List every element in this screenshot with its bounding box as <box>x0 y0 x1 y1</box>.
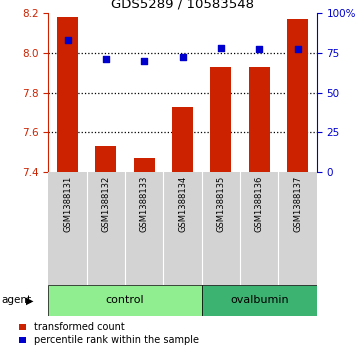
Bar <box>48 285 202 316</box>
Text: GSM1388133: GSM1388133 <box>140 176 149 232</box>
Point <box>103 56 109 62</box>
Bar <box>211 67 232 172</box>
Point <box>141 58 147 64</box>
Text: ▶: ▶ <box>26 295 34 305</box>
Point <box>65 37 71 43</box>
Text: control: control <box>106 295 144 305</box>
Point <box>295 46 300 52</box>
Point <box>256 46 262 52</box>
Text: GSM1388136: GSM1388136 <box>255 176 264 232</box>
Text: agent: agent <box>2 295 32 305</box>
Text: GSM1388137: GSM1388137 <box>293 176 302 232</box>
Bar <box>134 159 155 172</box>
Point <box>218 45 224 51</box>
Text: ovalbumin: ovalbumin <box>230 295 289 305</box>
Legend: transformed count, percentile rank within the sample: transformed count, percentile rank withi… <box>19 322 199 346</box>
Bar <box>202 285 317 316</box>
Point <box>180 54 185 60</box>
Text: GSM1388131: GSM1388131 <box>63 176 72 232</box>
Bar <box>172 107 193 172</box>
Title: GDS5289 / 10583548: GDS5289 / 10583548 <box>111 0 254 10</box>
Text: GSM1388132: GSM1388132 <box>101 176 110 232</box>
Bar <box>249 67 270 172</box>
Text: GSM1388135: GSM1388135 <box>217 176 226 232</box>
Text: GSM1388134: GSM1388134 <box>178 176 187 232</box>
Bar <box>287 19 308 172</box>
Bar <box>57 17 78 172</box>
Bar <box>95 147 116 172</box>
